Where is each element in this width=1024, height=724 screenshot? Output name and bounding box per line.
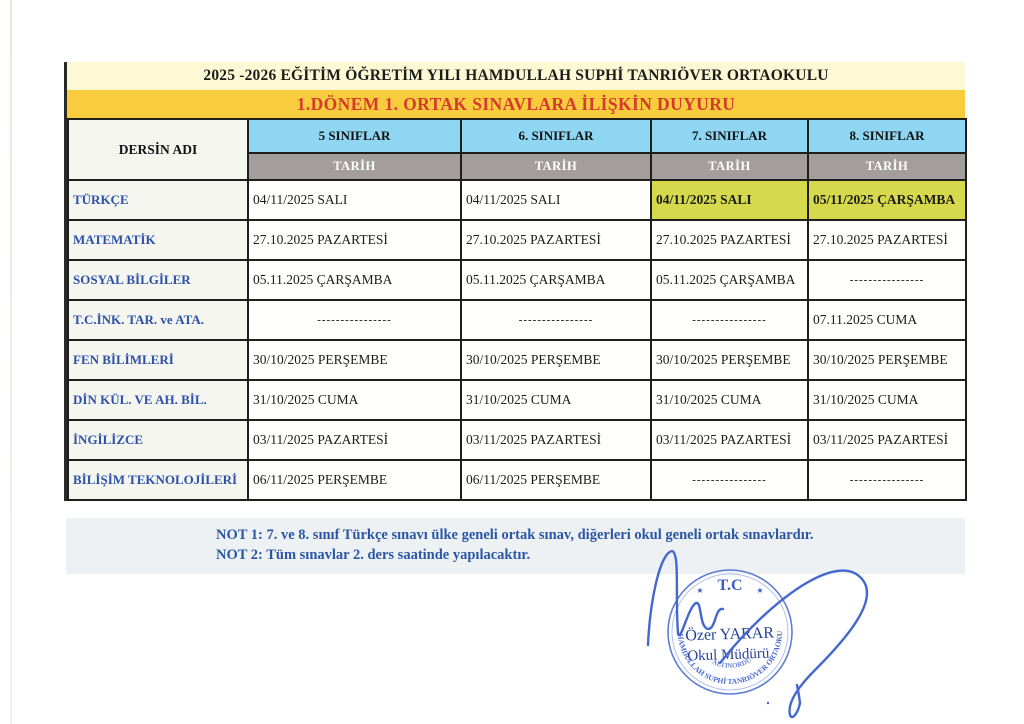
notes-section: NOT 1: 7. ve 8. sınıf Türkçe sınavı ülke… — [66, 518, 965, 574]
date-cell: 07.11.2025 CUMA — [807, 299, 967, 341]
ink-dot — [766, 701, 770, 705]
empty-date-cell: ---------------- — [650, 299, 809, 341]
subject-cell: DİN KÜL. VE AH. BİL. — [67, 379, 249, 421]
date-cell-highlighted: 04/11/2025 SALI — [650, 179, 809, 221]
date-cell: 31/10/2025 CUMA — [650, 379, 809, 421]
date-header: TARİH — [247, 152, 462, 181]
class-header-7: 7. SINIFLAR — [650, 118, 809, 154]
date-cell: 06/11/2025 PERŞEMBE — [247, 459, 462, 501]
date-cell: 03/11/2025 PAZARTESİ — [650, 419, 809, 461]
class-header-row: DERSİN ADI 5 SINIFLAR 6. SINIFLAR 7. SIN… — [67, 118, 967, 181]
subject-cell: MATEMATİK — [67, 219, 249, 261]
date-cell: 31/10/2025 CUMA — [460, 379, 652, 421]
date-cell: 30/10/2025 PERŞEMBE — [247, 339, 462, 381]
empty-date-cell: ---------------- — [807, 459, 967, 501]
stamp-tc-text: T.C — [717, 577, 742, 594]
date-cell: 31/10/2025 CUMA — [247, 379, 462, 421]
empty-date-cell: ---------------- — [247, 299, 462, 341]
date-cell: 27.10.2025 PAZARTESİ — [460, 219, 652, 261]
subject-cell: İNGİLİZCE — [67, 419, 249, 461]
empty-date-cell: ---------------- — [460, 299, 652, 341]
subject-cell: FEN BİLİMLERİ — [67, 339, 249, 381]
date-cell: 03/11/2025 PAZARTESİ — [807, 419, 967, 461]
class-header-6: 6. SINIFLAR — [460, 118, 652, 154]
date-cell-highlighted: 05/11/2025 ÇARŞAMBA — [807, 179, 967, 221]
date-cell: 30/10/2025 PERŞEMBE — [650, 339, 809, 381]
date-cell: 27.10.2025 PAZARTESİ — [650, 219, 809, 261]
date-cell: 04/11/2025 SALI — [460, 179, 652, 221]
class-header-8: 8. SINIFLAR — [807, 118, 967, 154]
class-header-5: 5 SINIFLAR — [247, 118, 462, 154]
signature-icon — [646, 549, 869, 719]
date-cell: 31/10/2025 CUMA — [807, 379, 967, 421]
subject-cell: BİLİŞİM TEKNOLOJİLERİ — [67, 459, 249, 501]
empty-date-cell: ---------------- — [807, 259, 967, 301]
table-row: MATEMATİK 27.10.2025 PAZARTESİ 27.10.202… — [67, 219, 967, 261]
date-cell: 30/10/2025 PERŞEMBE — [460, 339, 652, 381]
table-row: T.C.İNK. TAR. ve ATA. ---------------- -… — [67, 299, 967, 341]
table-row: İNGİLİZCE 03/11/2025 PAZARTESİ 03/11/202… — [67, 419, 967, 461]
table-row: BİLİŞİM TEKNOLOJİLERİ 06/11/2025 PERŞEMB… — [67, 459, 967, 501]
stamp-ring-icon — [667, 569, 793, 695]
date-cell: 27.10.2025 PAZARTESİ — [807, 219, 967, 261]
date-cell: 05.11.2025 ÇARŞAMBA — [247, 259, 462, 301]
table-row: DİN KÜL. VE AH. BİL. 31/10/2025 CUMA 31/… — [67, 379, 967, 421]
subject-cell: TÜRKÇE — [67, 179, 249, 221]
stamp-and-signature: T.C ★ ★ HAMDULLAH SUPHİ TANRIÖVER ORTAOK… — [620, 545, 900, 724]
note-2: NOT 2: Tüm sınavlar 2. ders saatinde yap… — [216, 547, 531, 563]
date-header: TARİH — [460, 152, 652, 181]
school-year-title: 2025 -2026 EĞİTİM ÖĞRETİM YILI HAMDULLAH… — [67, 62, 965, 90]
star-icon: ★ — [696, 586, 703, 595]
date-cell: 03/11/2025 PAZARTESİ — [247, 419, 462, 461]
date-cell: 05.11.2025 ÇARŞAMBA — [460, 259, 652, 301]
date-cell: 27.10.2025 PAZARTESİ — [247, 219, 462, 261]
subject-cell: T.C.İNK. TAR. ve ATA. — [67, 299, 249, 341]
date-header: TARİH — [807, 152, 967, 181]
signer-name: Özer YARAR — [685, 623, 775, 644]
signer-title: Okul Müdürü — [687, 646, 770, 665]
date-cell: 04/11/2025 SALI — [247, 179, 462, 221]
table-row: FEN BİLİMLERİ 30/10/2025 PERŞEMBE 30/10/… — [67, 339, 967, 381]
date-cell: 05.11.2025 ÇARŞAMBA — [650, 259, 809, 301]
date-header-row: TARİH TARİH TARİH TARİH — [68, 152, 967, 181]
date-cell: 06/11/2025 PERŞEMBE — [460, 459, 652, 501]
corner-header: DERSİN ADI — [67, 118, 249, 181]
exam-schedule-table: DERSİN ADI 5 SINIFLAR 6. SINIFLAR 7. SIN… — [67, 118, 967, 501]
table-row: SOSYAL BİLGİLER 05.11.2025 ÇARŞAMBA 05.1… — [67, 259, 967, 301]
star-icon: ★ — [756, 586, 763, 595]
date-cell: 03/11/2025 PAZARTESİ — [460, 419, 652, 461]
empty-date-cell: ---------------- — [650, 459, 809, 501]
date-header: TARİH — [650, 152, 809, 181]
announcement-document: 2025 -2026 EĞİTİM ÖĞRETİM YILI HAMDULLAH… — [64, 62, 967, 501]
subject-cell: SOSYAL BİLGİLER — [67, 259, 249, 301]
announcement-title: 1.DÖNEM 1. ORTAK SINAVLARA İLİŞKİN DUYUR… — [67, 90, 965, 118]
table-row: TÜRKÇE 04/11/2025 SALI 04/11/2025 SALI 0… — [67, 179, 967, 221]
date-cell: 30/10/2025 PERŞEMBE — [807, 339, 967, 381]
note-1: NOT 1: 7. ve 8. sınıf Türkçe sınavı ülke… — [216, 527, 814, 543]
scan-edge-artifact — [10, 0, 12, 724]
official-stamp-signature-graphic: T.C ★ ★ HAMDULLAH SUPHİ TANRIÖVER ORTAOK… — [620, 545, 869, 719]
